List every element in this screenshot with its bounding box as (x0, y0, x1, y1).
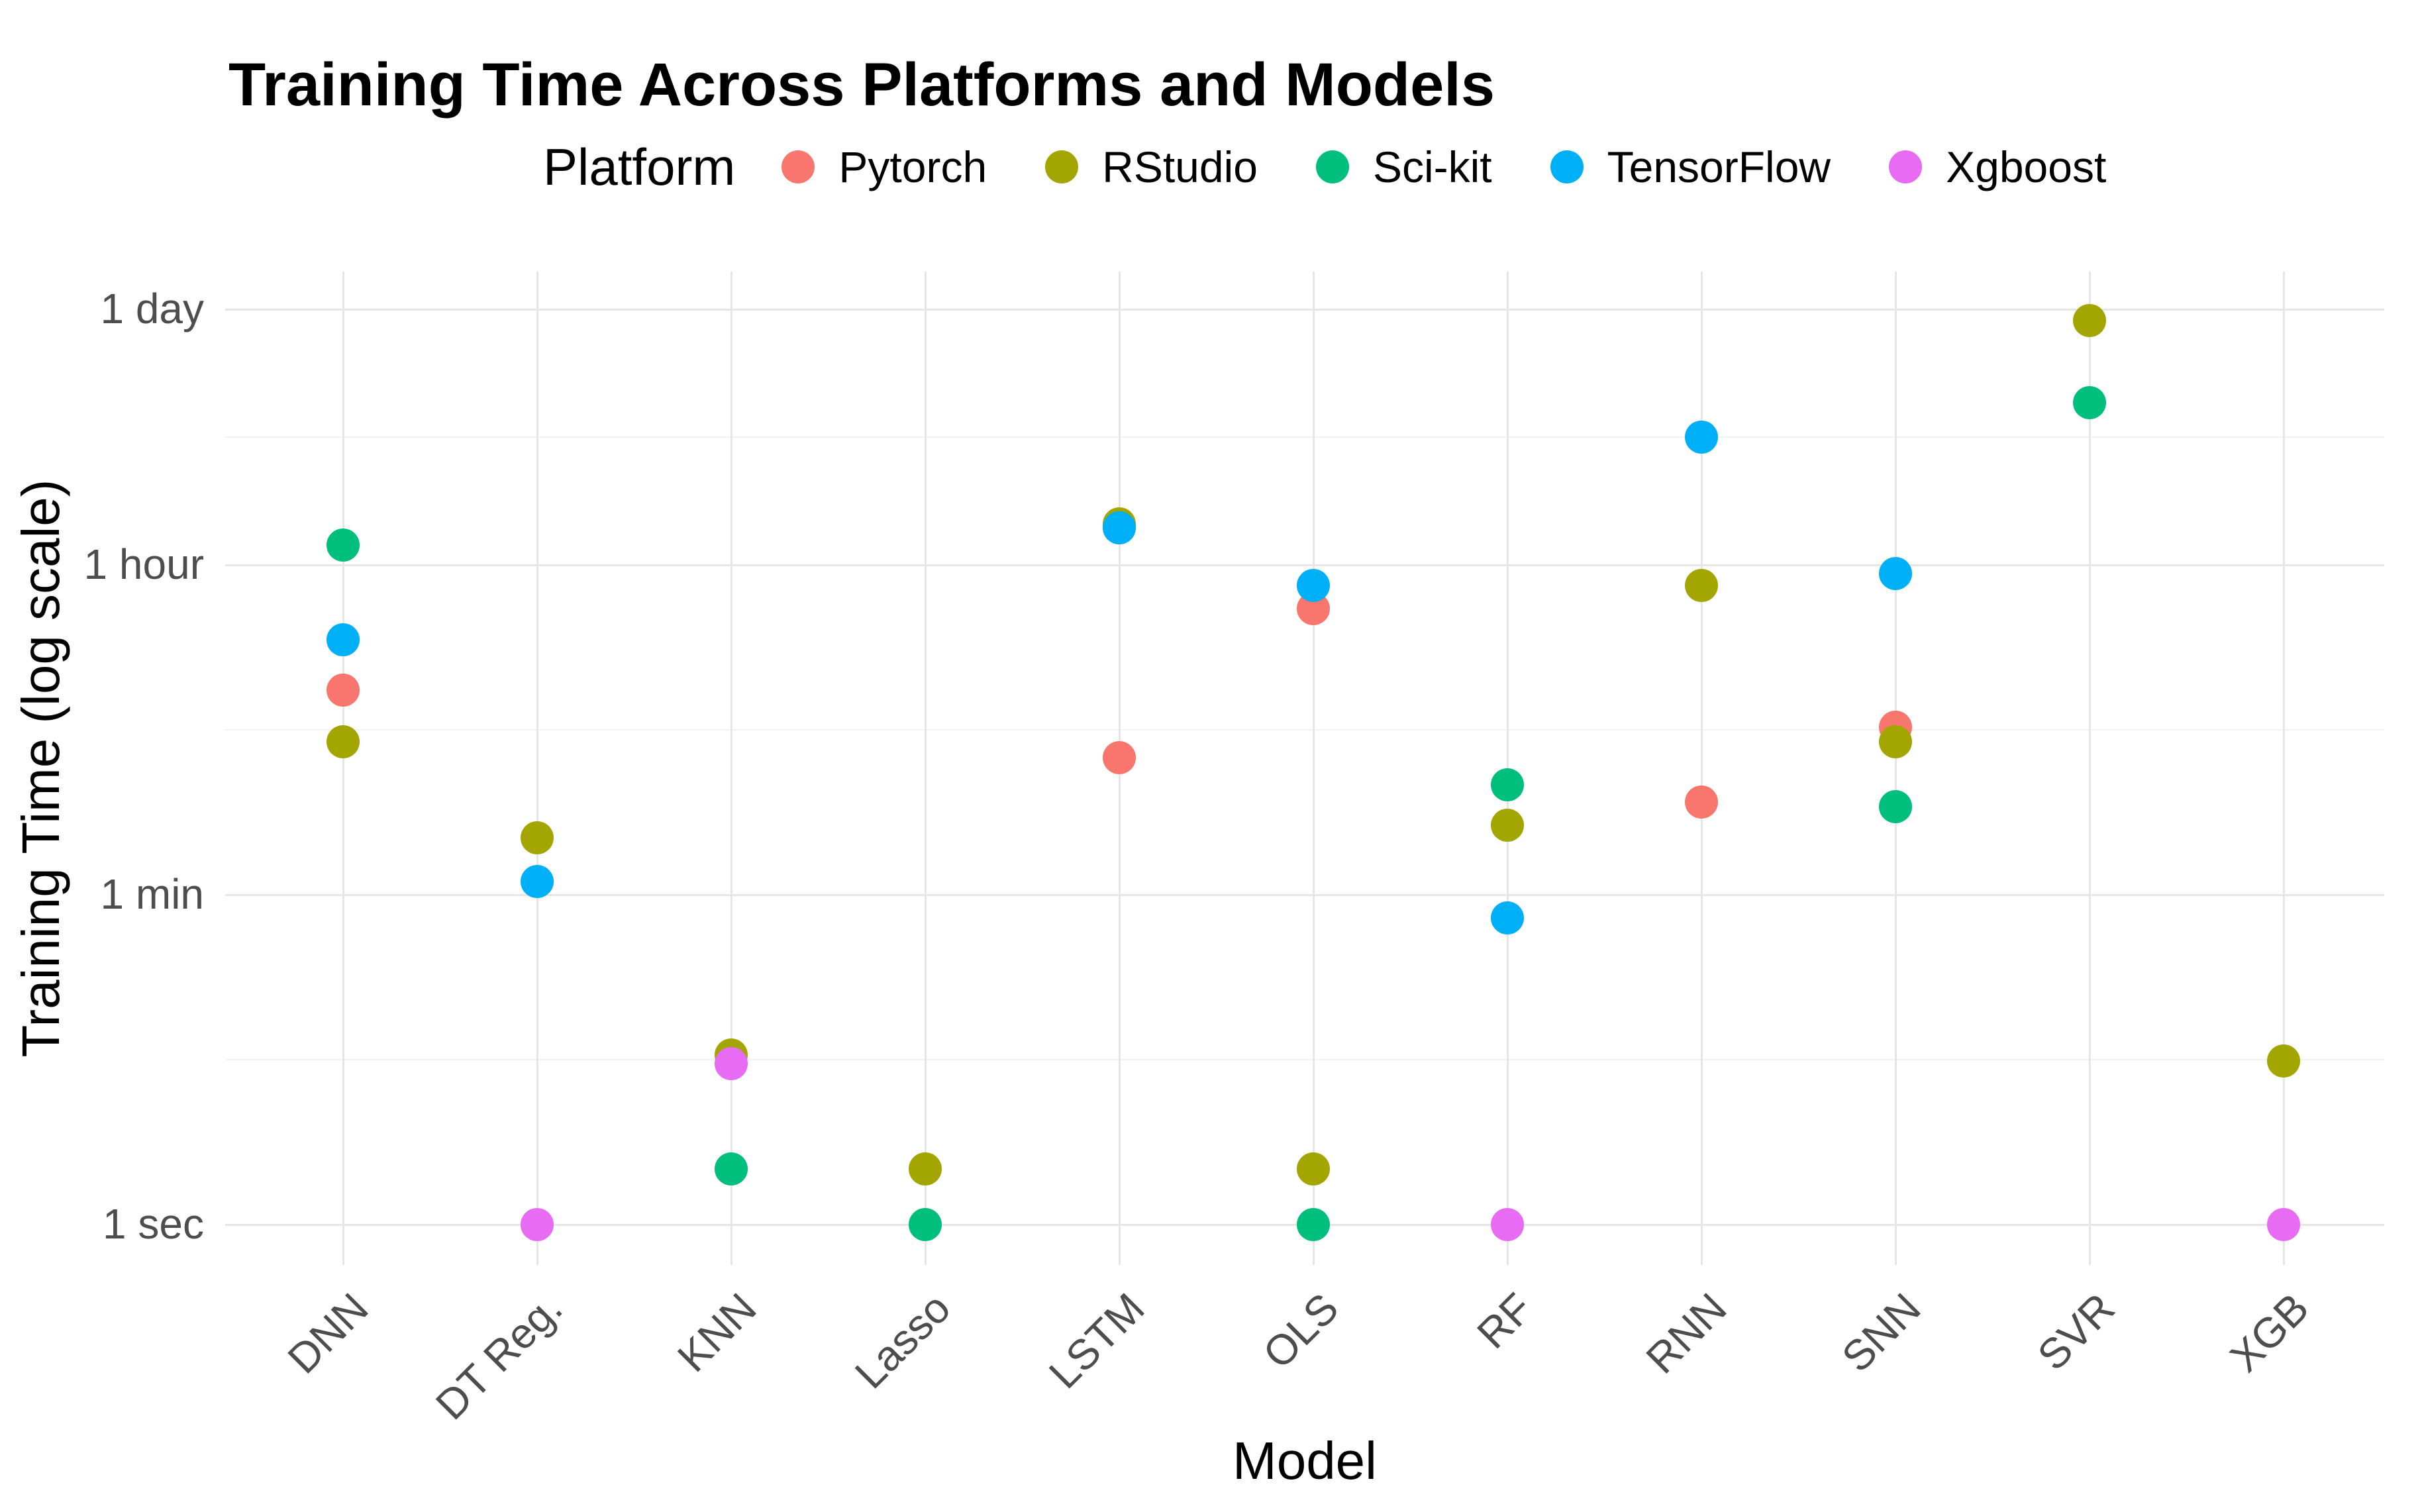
x-axis-title: Model (1233, 1431, 1377, 1490)
gridline-v (2089, 272, 2091, 1265)
legend-label: TensorFlow (1607, 142, 1831, 191)
legend-swatch-icon (1045, 150, 1079, 183)
gridline-v (1701, 272, 1703, 1265)
gridline-v (731, 272, 732, 1265)
data-point (1685, 568, 1718, 602)
data-point (715, 1046, 748, 1080)
data-point (327, 674, 360, 707)
gridline-major-h (225, 564, 2384, 567)
legend-item: TensorFlow (1550, 142, 1831, 192)
data-point (1103, 740, 1136, 774)
data-point (521, 864, 554, 898)
legend: Platform Pytorch RStudio Sci-kit TensorFlow… (543, 127, 2164, 207)
gridline-v (1313, 272, 1315, 1265)
legend-item: Xgboost (1889, 142, 2106, 192)
data-point (1685, 785, 1718, 819)
legend-label: RStudio (1102, 142, 1258, 191)
gridline-v (925, 272, 927, 1265)
gridline-v (1507, 272, 1509, 1265)
data-point (1491, 901, 1524, 935)
y-tick-label: 1 sec (103, 1200, 204, 1248)
data-point (2267, 1208, 2300, 1241)
data-point (1491, 1208, 1524, 1241)
data-point (521, 821, 554, 854)
legend-swatch-icon (1889, 150, 1923, 183)
legend-swatch-icon (1550, 150, 1584, 183)
data-point (909, 1208, 942, 1241)
data-point (327, 725, 360, 759)
data-point (1297, 1208, 1330, 1241)
gridline-v (342, 272, 344, 1265)
data-point (715, 1152, 748, 1185)
data-point (1103, 511, 1136, 545)
data-point (2073, 303, 2106, 337)
legend-label: Sci-kit (1372, 142, 1492, 191)
y-tick-label: 1 hour (83, 540, 204, 589)
legend-swatch-icon (1315, 150, 1349, 183)
data-point (2267, 1044, 2300, 1078)
data-point (1879, 725, 1912, 759)
legend-item: Pytorch (782, 142, 987, 192)
chart-title: Training Time Across Platforms and Model… (228, 50, 1495, 119)
legend-title: Platform (543, 137, 736, 196)
gridline-v (2283, 272, 2285, 1265)
data-point (521, 1208, 554, 1241)
data-point (327, 529, 360, 562)
data-point (1297, 569, 1330, 603)
y-tick-label: 1 min (100, 870, 205, 919)
data-point (1491, 768, 1524, 802)
y-tick-label: 1 day (100, 284, 204, 332)
legend-swatch-icon (782, 150, 815, 183)
legend-label: Xgboost (1946, 142, 2107, 191)
data-point (909, 1152, 942, 1185)
gridline-minor-h (225, 436, 2384, 438)
y-axis-title: Training Time (log scale) (11, 479, 70, 1058)
legend-item: RStudio (1045, 142, 1258, 192)
data-point (1879, 789, 1912, 823)
gridline-minor-h (225, 729, 2384, 731)
data-point (327, 623, 360, 656)
legend-label: Pytorch (838, 142, 987, 191)
gridline-v (1895, 272, 1897, 1265)
data-point (2073, 386, 2106, 420)
gridline-v (536, 272, 538, 1265)
gridline-minor-h (225, 1059, 2384, 1061)
gridline-major-h (225, 894, 2384, 897)
data-point (1297, 1152, 1330, 1185)
data-point (1491, 809, 1524, 842)
legend-item: Sci-kit (1315, 142, 1492, 192)
data-point (1879, 556, 1912, 590)
data-point (1685, 421, 1718, 454)
gridline-major-h (225, 308, 2384, 311)
